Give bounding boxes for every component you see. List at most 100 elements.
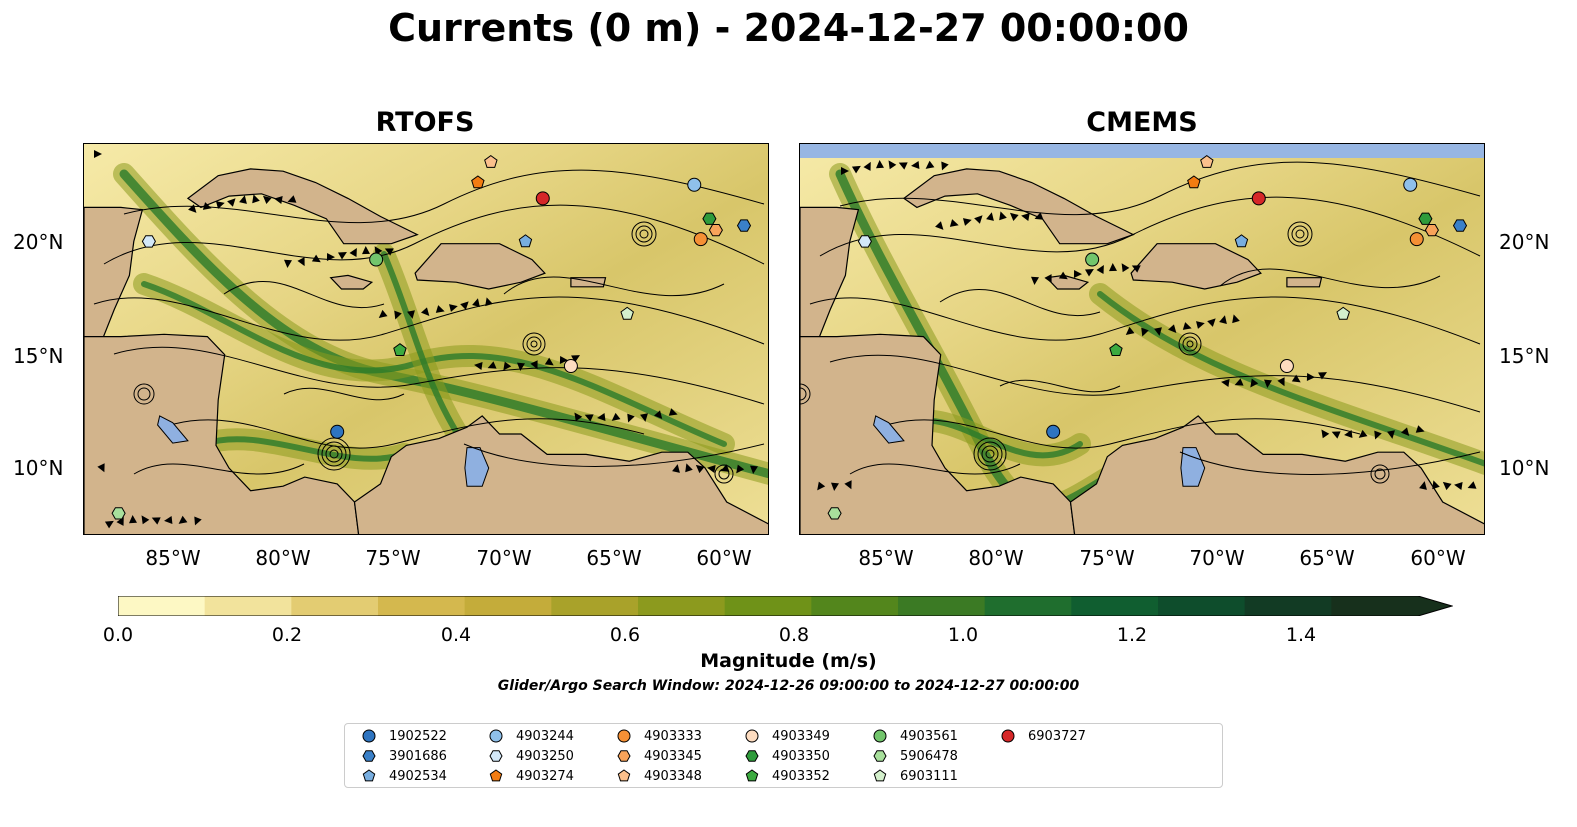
float-marker-4903274[interactable] [1187, 175, 1201, 189]
flow-arrow [530, 360, 538, 370]
hexagon-marker-icon [617, 750, 631, 762]
float-marker-4903561[interactable] [1085, 252, 1100, 267]
flow-arrow [1358, 429, 1368, 438]
flow-arrow [349, 248, 357, 257]
float-marker-6903727[interactable] [1251, 191, 1266, 206]
colorbar-tick-0-6: 0.6 [609, 624, 641, 646]
lat-label-15n-right: 15°N [1499, 344, 1550, 368]
float-marker-4903250[interactable] [141, 235, 156, 248]
lat-label-20n-right: 20°N [1499, 230, 1550, 254]
float-marker-4903333[interactable] [693, 232, 708, 247]
float-marker-4903348[interactable] [484, 154, 498, 168]
flow-arrow [474, 362, 483, 370]
current-core [381, 251, 467, 447]
flow-arrow [1291, 374, 1301, 383]
flow-arrow [1021, 213, 1030, 221]
float-marker-1902522[interactable] [1046, 424, 1061, 439]
float-marker-1902522[interactable] [330, 424, 345, 439]
flow-arrow [584, 414, 594, 422]
streamline [123, 169, 765, 224]
colorbar-segment [378, 596, 466, 616]
float-marker-4903345[interactable] [1424, 224, 1439, 237]
flow-arrow [94, 150, 102, 158]
float-marker-6903727[interactable] [535, 191, 550, 206]
float-marker-3901686[interactable] [736, 219, 752, 232]
eddy-ring [1295, 229, 1305, 239]
float-marker-6903111[interactable] [1336, 306, 1350, 320]
eddy-ring [137, 387, 151, 401]
streamline [503, 276, 725, 297]
flow-arrow [841, 167, 849, 175]
float-marker-4903350[interactable] [702, 212, 717, 225]
flow-arrow [1454, 482, 1463, 490]
map-panel-rtofs[interactable] [83, 143, 769, 535]
flow-arrow [888, 160, 897, 170]
float-marker-4902534[interactable] [1234, 234, 1249, 248]
float-marker-4903349[interactable] [563, 359, 578, 374]
float-marker-3901686[interactable] [1452, 219, 1468, 232]
flow-arrow [1196, 321, 1205, 329]
float-legend: 1902522 3901686 4902534 4903244 4903250 49032… [344, 723, 1223, 788]
flow-arrow [188, 204, 197, 213]
colorbar [117, 595, 1454, 617]
streamline [939, 289, 1101, 317]
colorbar-segment [291, 596, 379, 616]
eddy-ring [325, 445, 343, 463]
flow-arrow [999, 211, 1007, 221]
float-marker-4903274[interactable] [471, 175, 485, 189]
legend-item-4903274: 4903274 [488, 767, 574, 785]
hexagon-marker-icon [873, 750, 887, 762]
float-marker-4903561[interactable] [369, 252, 384, 267]
flow-arrow [720, 464, 730, 472]
eddy-ring [981, 445, 999, 463]
flow-arrow [1400, 427, 1410, 437]
hexagon-marker-icon [489, 750, 503, 762]
float-marker-4903350[interactable] [1418, 212, 1433, 225]
circle-marker-icon [745, 729, 759, 743]
eddy-ring [133, 383, 155, 405]
streamline [223, 281, 385, 309]
flow-arrow [949, 219, 959, 227]
legend-item-6903727: 6903727 [1000, 727, 1086, 745]
float-marker-4902534[interactable] [518, 234, 533, 248]
lon-label-65w-right: 65°W [1299, 546, 1355, 570]
map-panel-cmems[interactable] [799, 143, 1485, 535]
streamline [283, 387, 405, 401]
float-marker-5906478[interactable] [111, 507, 126, 520]
streamline [1219, 268, 1441, 289]
legend-label: 4903345 [644, 748, 702, 764]
flow-arrow [1234, 378, 1244, 386]
eddy-ring [530, 340, 538, 348]
circle-marker-icon [873, 729, 887, 743]
lon-label-65w-left: 65°W [586, 546, 642, 570]
eddy-ring [1178, 332, 1202, 356]
flow-arrow [435, 305, 445, 313]
float-marker-4903349[interactable] [1279, 359, 1294, 374]
legend-label: 4903352 [772, 768, 830, 784]
pentagon-marker-icon [873, 769, 887, 782]
flow-arrow [1442, 481, 1452, 491]
float-marker-4903345[interactable] [708, 224, 723, 237]
float-marker-6903111[interactable] [620, 306, 634, 320]
float-marker-4903333[interactable] [1409, 232, 1424, 247]
float-marker-4903352[interactable] [1109, 343, 1123, 356]
flow-arrow [460, 301, 469, 310]
float-marker-4903348[interactable] [1200, 154, 1214, 168]
land-hispaniola [414, 243, 546, 290]
flow-arrow [672, 464, 680, 473]
float-marker-4903244[interactable] [1403, 177, 1418, 192]
float-marker-5906478[interactable] [827, 507, 842, 520]
flow-arrow [1321, 429, 1330, 439]
float-marker-4903352[interactable] [393, 343, 407, 356]
flow-arrow [571, 355, 580, 363]
circle-marker-icon [745, 729, 759, 743]
land-southam [353, 415, 768, 534]
eddy-ring [973, 437, 1007, 471]
legend-item-4903333: 4903333 [616, 727, 702, 745]
float-marker-4903250[interactable] [857, 235, 872, 248]
flow-arrow [941, 161, 949, 171]
streamline [889, 418, 1361, 449]
float-marker-4903244[interactable] [687, 177, 702, 192]
land-jamaica [329, 274, 374, 290]
eddy-ring [714, 464, 734, 484]
